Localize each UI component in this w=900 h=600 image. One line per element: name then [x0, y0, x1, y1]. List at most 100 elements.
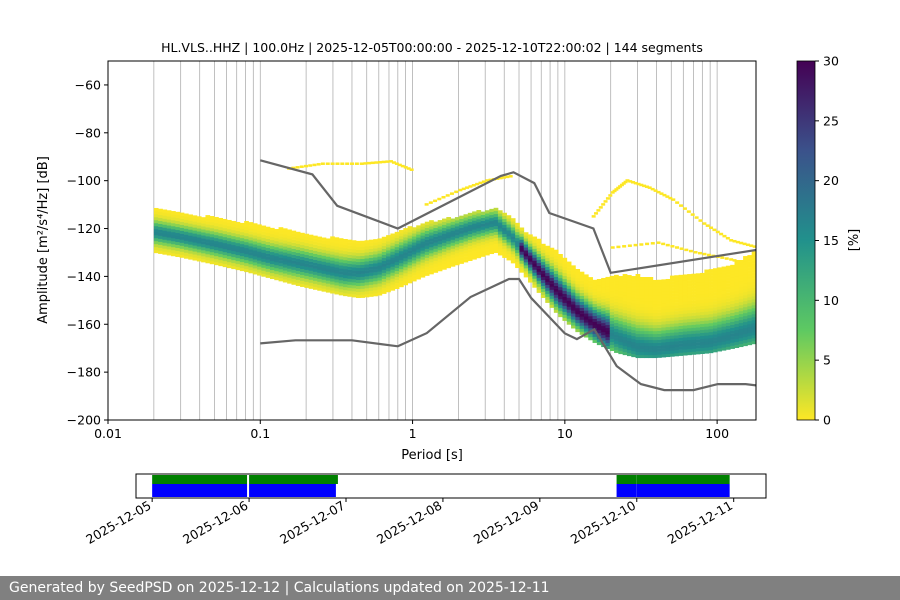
heatmap-cell — [390, 281, 396, 285]
heatmap-cell — [588, 295, 593, 299]
heatmap-cell — [179, 254, 185, 258]
heatmap-cell — [717, 321, 722, 325]
heatmap-cell — [437, 267, 443, 272]
heatmap-cell — [510, 248, 516, 252]
heatmap-cell — [652, 318, 658, 323]
heatmap-cell — [274, 249, 279, 254]
heatmap-cell — [669, 278, 675, 282]
heatmap-cell — [523, 253, 529, 257]
heatmap-cell — [661, 306, 667, 310]
heatmap-cell — [523, 265, 529, 269]
heatmap-cell — [575, 271, 581, 276]
heatmap-cell — [308, 246, 314, 250]
heatmap-cell — [540, 249, 546, 254]
heatmap-cell — [691, 351, 697, 355]
heatmap-cell — [532, 239, 538, 243]
heatmap-cell — [743, 297, 748, 302]
heatmap-cell — [532, 260, 538, 264]
heatmap-cell — [265, 274, 271, 278]
heatmap-cell — [390, 284, 396, 288]
heatmap-cell — [489, 217, 495, 222]
heatmap-cell — [588, 310, 593, 314]
heatmap-cell — [712, 304, 718, 308]
heatmap-cell — [381, 242, 387, 247]
heatmap-cell — [605, 300, 611, 305]
heatmap-cell — [183, 234, 189, 238]
heatmap-cell — [669, 332, 675, 336]
heatmap-cell — [605, 342, 611, 347]
heatmap-cell — [179, 224, 185, 228]
heatmap-cell — [489, 223, 495, 228]
heatmap-outlier — [591, 215, 596, 218]
heatmap-cell — [312, 265, 318, 269]
heatmap-cell — [231, 235, 236, 240]
heatmap-outlier — [739, 260, 744, 264]
heatmap-outlier — [363, 162, 368, 165]
heatmap-cell — [308, 252, 314, 256]
heatmap-cell — [480, 223, 486, 227]
heatmap-cell — [562, 278, 568, 283]
heatmap-cell — [725, 292, 731, 296]
heatmap-cell — [433, 260, 439, 264]
heatmap-cell — [493, 240, 499, 245]
heatmap-cell — [360, 288, 365, 292]
heatmap-cell — [239, 264, 245, 269]
heatmap-cell — [571, 265, 576, 269]
heatmap-cell — [399, 256, 404, 261]
heatmap-cell — [325, 244, 331, 248]
heatmap-cell — [355, 279, 361, 284]
heatmap-cell — [463, 226, 469, 230]
heatmap-cell — [661, 309, 667, 313]
heatmap-cell — [721, 344, 727, 348]
heatmap-cell — [343, 274, 348, 279]
heatmap-cell — [502, 215, 507, 220]
heatmap-cell — [536, 253, 542, 257]
heatmap-cell — [312, 247, 318, 251]
heatmap-cell — [682, 346, 688, 350]
heatmap-cell — [171, 217, 176, 221]
heatmap-cell — [235, 257, 241, 262]
heatmap-cell — [682, 352, 688, 356]
heatmap-cell — [278, 245, 284, 249]
heatmap-cell — [725, 313, 731, 317]
heatmap-cell — [631, 335, 636, 340]
heatmap-cell — [304, 278, 310, 282]
heatmap-cell — [214, 222, 219, 227]
heatmap-cell — [355, 291, 361, 296]
heatmap-cell — [596, 278, 602, 283]
heatmap-cell — [579, 331, 585, 335]
heatmap-cell — [648, 330, 654, 335]
heatmap-cell — [480, 211, 486, 215]
heatmap-cell — [588, 324, 593, 329]
heatmap-cell — [429, 244, 434, 248]
heatmap-cell — [691, 318, 697, 322]
heatmap-cell — [605, 294, 611, 299]
heatmap-cell — [558, 271, 563, 276]
heatmap-outlier — [608, 194, 613, 197]
heatmap-cell — [734, 287, 740, 292]
heatmap-cell — [244, 259, 249, 264]
heatmap-cell — [631, 317, 636, 322]
heatmap-cell — [390, 236, 396, 240]
heatmap-cell — [304, 263, 310, 267]
heatmap-cell — [381, 266, 387, 270]
heatmap-cell — [583, 274, 589, 278]
heatmap-cell — [265, 250, 271, 254]
heatmap-cell — [330, 236, 335, 240]
heatmap-cell — [493, 225, 499, 230]
heatmap-cell — [261, 264, 267, 268]
heatmap-cell — [334, 291, 340, 295]
heatmap-cell — [738, 262, 744, 267]
heatmap-cell — [678, 310, 684, 315]
heatmap-cell — [708, 331, 714, 336]
heatmap-cell — [450, 254, 456, 258]
heatmap-cell — [618, 299, 624, 304]
heatmap-cell — [390, 266, 396, 270]
heatmap-cell — [158, 247, 163, 251]
heatmap-cell — [566, 297, 572, 301]
heatmap-cell — [252, 226, 258, 230]
heatmap-cell — [265, 265, 271, 269]
heatmap-cell — [700, 338, 705, 343]
heatmap-cell — [282, 234, 288, 238]
heatmap-cell — [442, 260, 447, 264]
